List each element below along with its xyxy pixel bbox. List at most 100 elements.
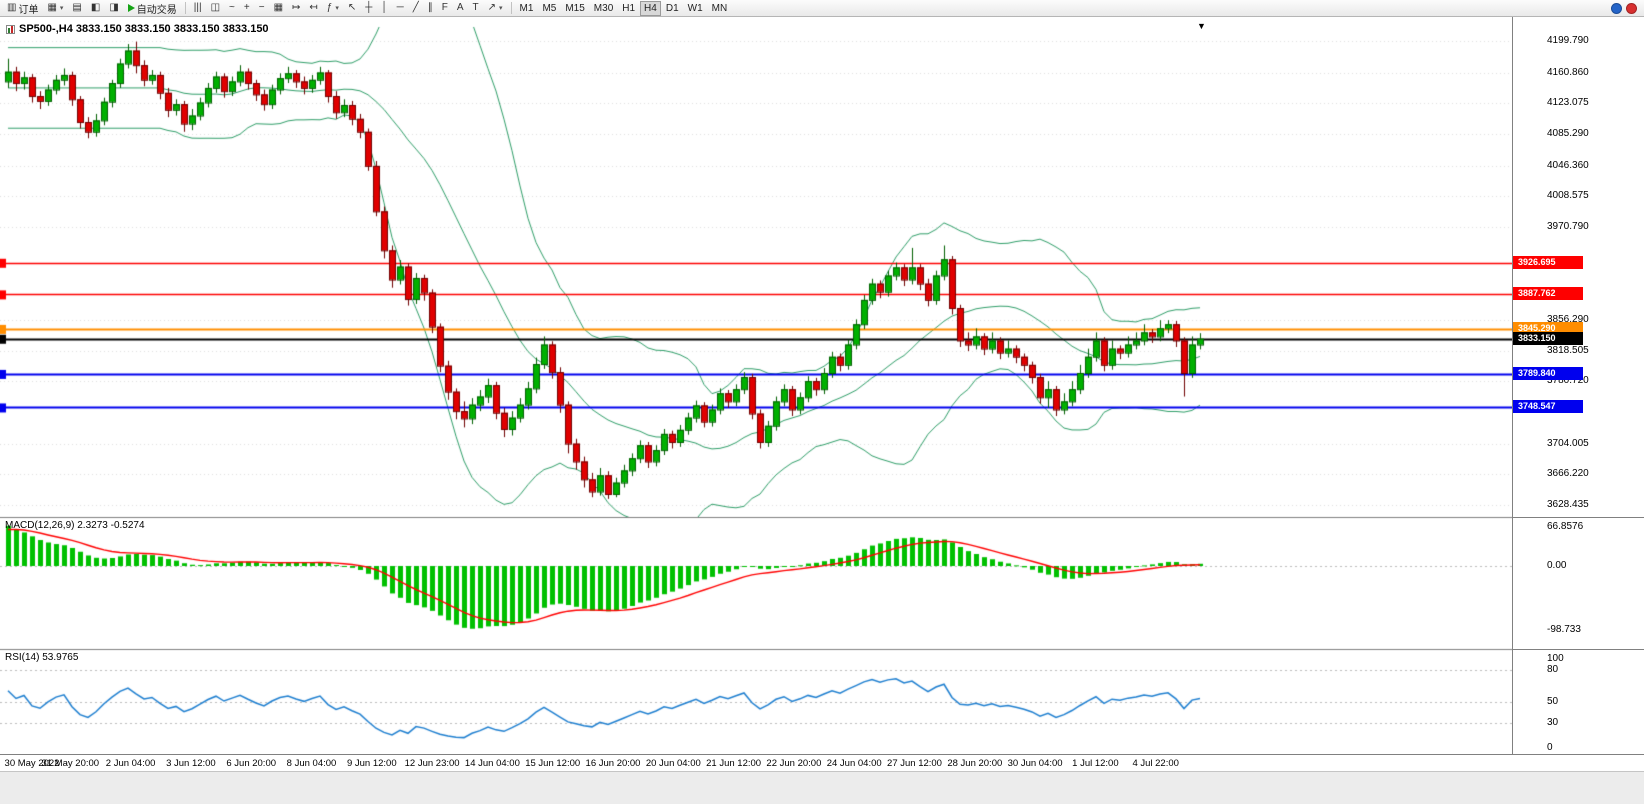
time-axis-label: 14 Jun 04:00	[464, 758, 520, 769]
price-axis-label: 4199.790	[1547, 35, 1589, 46]
time-axis-label: 24 Jun 04:00	[826, 758, 882, 769]
zoom-out-button[interactable]: −	[255, 1, 269, 16]
chart-shift-icon: ↤	[309, 2, 318, 13]
toolbar-separator	[184, 2, 186, 14]
chevron-down-icon: ▾	[499, 5, 503, 12]
timeframe-h4-button[interactable]: H4	[640, 0, 661, 16]
chevron-down-icon: ▾	[335, 5, 339, 12]
rsi-axis-label: 30	[1547, 716, 1559, 728]
time-axis-label: 9 Jun 12:00	[346, 758, 397, 769]
price-axis-label: 3628.435	[1547, 499, 1589, 510]
crosshair-button[interactable]: ┼	[361, 1, 376, 16]
price-axis-label: 4046.360	[1547, 159, 1589, 171]
rsi-indicator-label: RSI(14) 53.9765	[5, 652, 79, 663]
time-axis-label: 8 Jun 04:00	[286, 758, 337, 769]
macd-indicator-label: MACD(12,26,9) 2.3273 -0.5274	[5, 520, 145, 531]
price-axis-label: 4085.290	[1547, 127, 1589, 139]
equidistant-channel-button[interactable]: ∥	[424, 1, 437, 16]
candlestick-chart-icon: ◫	[210, 2, 221, 13]
price-level-tag: 3887.762	[1513, 287, 1583, 301]
play-icon	[127, 4, 135, 12]
time-axis-label: 1 Jul 12:00	[1072, 758, 1119, 769]
equidistant-channel-icon: ∥	[427, 2, 433, 13]
new-order-button[interactable]: ▥ 订单	[3, 1, 42, 16]
symbol-ohlc-text: SP500-,H4 3833.150 3833.150 3833.150 383…	[19, 23, 269, 35]
vertical-line-button[interactable]: │	[377, 1, 391, 16]
line-chart-icon: ~	[229, 2, 235, 13]
toolbar-left-tools: ▦ ▾ ▤ ◧ ◨	[43, 1, 122, 16]
toolbar-separator	[510, 2, 512, 14]
time-axis-label: 28 Jun 20:00	[947, 758, 1003, 769]
time-axis-label: 31 May 20:00	[41, 758, 100, 769]
indicators-button[interactable]: ƒ ▾	[323, 1, 343, 16]
horizontal-line-button[interactable]: ─	[393, 1, 408, 16]
price-level-tag: 3789.840	[1513, 366, 1583, 380]
zoom-in-button[interactable]: +	[240, 1, 254, 16]
price-level-tag: 3926.695	[1513, 255, 1583, 269]
timeframe-w1-button[interactable]: W1	[684, 1, 707, 16]
timeframe-m15-button[interactable]: M15	[561, 1, 588, 16]
text-label-button[interactable]: T	[469, 1, 483, 16]
alert-icon[interactable]	[1626, 2, 1637, 14]
price-axis-label: 3970.790	[1547, 220, 1589, 232]
scroll-to-end-marker: ▼	[1197, 21, 1206, 31]
timeframe-m30-button[interactable]: M30	[590, 1, 617, 16]
cursor-icon: ↖	[347, 2, 357, 13]
rsi-axis-label: 80	[1547, 664, 1559, 675]
chart-type-icon	[6, 24, 15, 34]
indicators-icon: ƒ	[326, 2, 333, 13]
symbol-ohlc-readout: SP500-,H4 3833.150 3833.150 3833.150 383…	[6, 23, 269, 35]
text-label-icon: T	[472, 2, 479, 13]
time-axis-label: 30 May 2022	[4, 758, 60, 769]
toolbar-tools: ||| ◫ ~ + − ▦ ↦ ↤ ƒ ▾ ↖ ┼ │ ─ ╱ ∥ F A T ↗ ▾	[190, 1, 507, 16]
trendline-button[interactable]: ╱	[409, 1, 423, 16]
time-axis-label: 15 Jun 12:00	[525, 758, 581, 769]
timeframe-m5-button[interactable]: M5	[538, 1, 560, 16]
auto-scroll-button[interactable]: ↦	[288, 1, 304, 16]
profiles-button[interactable]: ▤	[68, 1, 85, 16]
timeframe-h1-button[interactable]: H1	[618, 1, 639, 16]
data-window-icon: ◨	[109, 2, 119, 13]
new-order-label: 订单	[18, 4, 39, 16]
status-bar	[0, 771, 1644, 804]
text-button[interactable]: A	[453, 1, 468, 16]
fibonacci-button[interactable]: F	[438, 1, 452, 16]
panel-separator	[1513, 649, 1644, 650]
price-level-tag: 3833.150	[1513, 331, 1583, 345]
new-chart-button[interactable]: ▦ ▾	[43, 1, 67, 16]
trendline-icon: ╱	[412, 2, 419, 13]
time-axis-label: 2 Jun 04:00	[105, 758, 156, 769]
price-axis-label: 3780.720	[1547, 375, 1589, 387]
crosshair-icon: ┼	[365, 2, 373, 13]
chart-area: SP500-,H4 3833.150 3833.150 3833.150 383…	[0, 17, 1512, 754]
chart-shift-button[interactable]: ↤	[305, 1, 321, 16]
timeframe-d1-button[interactable]: D1	[662, 1, 683, 16]
time-axis-label: 4 Jul 22:00	[1132, 758, 1179, 769]
auto-trading-button[interactable]: 自动交易	[124, 1, 181, 16]
auto-scroll-icon: ↦	[292, 2, 301, 13]
chevron-down-icon: ▾	[59, 5, 64, 12]
timeframe-mn-button[interactable]: MN	[708, 1, 732, 16]
macd-axis-label: 66.8576	[1547, 521, 1584, 532]
data-window-button[interactable]: ◨	[105, 1, 122, 16]
timeframe-m1-button[interactable]: M1	[516, 1, 538, 16]
market-watch-button[interactable]: ◧	[87, 1, 104, 16]
price-axis-label: 4008.575	[1547, 190, 1589, 202]
arrows-button[interactable]: ↗ ▾	[484, 1, 507, 16]
price-axis: 4199.790 4160.860 4123.075 4085.290 4046.360…	[1512, 17, 1644, 754]
tile-windows-button[interactable]: ▦	[270, 1, 287, 16]
candlestick-chart-button[interactable]: ◫	[207, 1, 224, 16]
time-axis-label: 27 Jun 12:00	[887, 758, 942, 769]
time-axis-label: 6 Jun 20:00	[226, 758, 277, 769]
line-chart-button[interactable]: ~	[225, 1, 239, 16]
help-icon[interactable]	[1611, 2, 1622, 14]
chart-canvas[interactable]	[0, 17, 1512, 754]
profiles-icon: ▤	[72, 2, 82, 13]
bar-chart-button[interactable]: |||	[190, 1, 206, 16]
rsi-axis-label: 50	[1547, 695, 1559, 707]
macd-axis-label: -98.733	[1547, 623, 1581, 635]
cursor-button[interactable]: ↖	[344, 1, 360, 16]
rsi-axis-label: 100	[1547, 653, 1564, 664]
price-axis-label: 3666.220	[1547, 468, 1589, 480]
